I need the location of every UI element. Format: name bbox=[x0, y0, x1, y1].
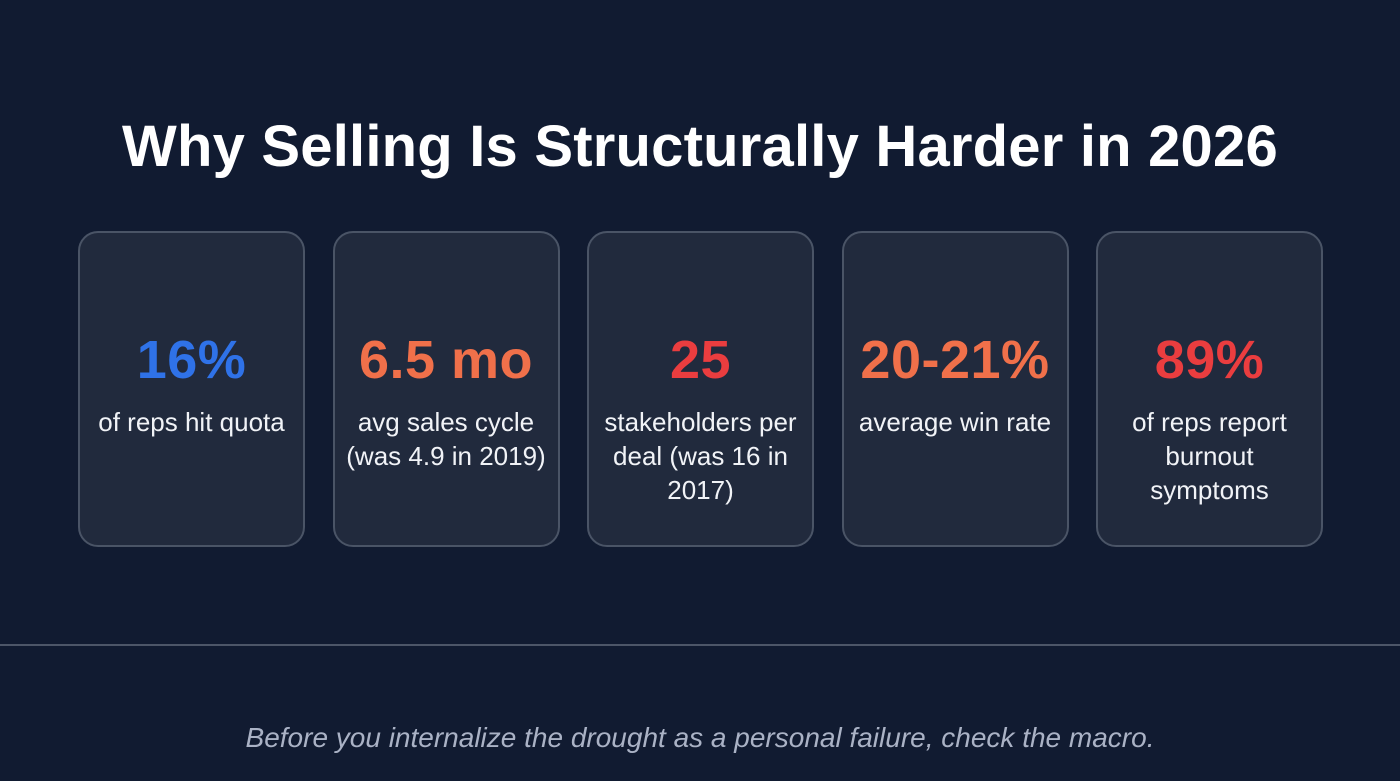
stat-label: of reps report burnout symptoms bbox=[1132, 407, 1287, 505]
stat-card-stakeholders: 25 stakeholders per deal (was 16 in 2017… bbox=[587, 231, 814, 547]
stat-cards-row: 16% of reps hit quota 6.5 mo avg sales c… bbox=[78, 231, 1323, 549]
stat-value: 16% bbox=[136, 330, 247, 390]
stat-value: 89% bbox=[1154, 330, 1265, 390]
stat-label: stakeholders per deal (was 16 in 2017) bbox=[604, 407, 797, 505]
stat-value: 6.5 mo bbox=[358, 330, 534, 390]
stat-label: of reps hit quota bbox=[98, 407, 285, 437]
slide-title: Why Selling Is Structurally Harder in 20… bbox=[122, 113, 1278, 179]
footer-note: Before you internalize the drought as a … bbox=[245, 722, 1155, 753]
footer-divider bbox=[0, 644, 1400, 646]
stat-value: 25 bbox=[669, 330, 732, 390]
stat-label: avg sales cycle (was 4.9 in 2019) bbox=[346, 407, 546, 471]
stat-label: average win rate bbox=[858, 407, 1052, 437]
stat-value: 20-21% bbox=[860, 330, 1050, 390]
stat-card-quota: 16% of reps hit quota bbox=[78, 231, 305, 547]
stat-card-win-rate: 20-21% average win rate bbox=[841, 231, 1069, 547]
stat-card-sales-cycle: 6.5 mo avg sales cycle (was 4.9 in 2019) bbox=[332, 231, 560, 547]
stat-card-burnout: 89% of reps report burnout symptoms bbox=[1096, 231, 1323, 547]
